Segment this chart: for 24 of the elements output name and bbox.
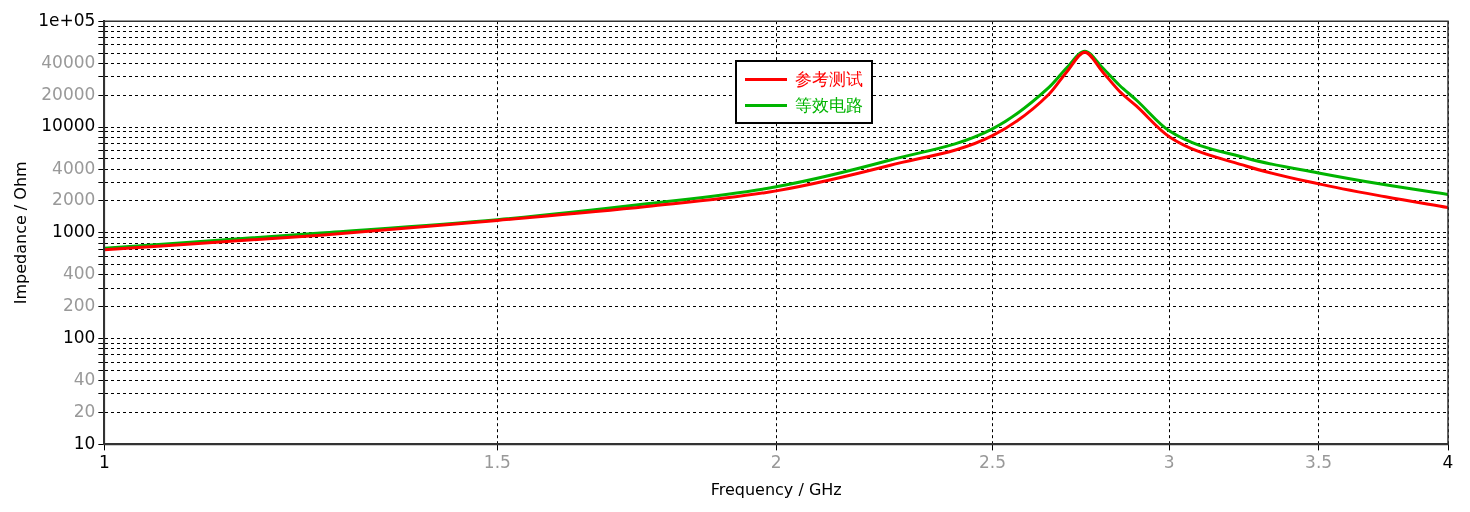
y-tick-label: 100	[62, 327, 96, 348]
y-axis-title: Impedance / Ohm	[10, 161, 30, 305]
y-tick-label: 1e+05	[38, 9, 96, 30]
y-tick-label: 40000	[41, 51, 96, 72]
x-tick-label: 1.5	[483, 452, 511, 473]
y-tick-label: 10000	[41, 115, 96, 136]
legend-label: 参考测试	[795, 68, 863, 91]
x-tick-label: 2.5	[978, 452, 1006, 473]
y-tick-label: 400	[62, 263, 96, 284]
legend-label: 等效电路	[795, 94, 863, 117]
y-tick-label: 20000	[41, 83, 96, 104]
x-tick-label: 3.5	[1305, 452, 1333, 473]
x-tick-label: 3	[1163, 452, 1175, 473]
y-tick-label: 200	[62, 295, 96, 316]
x-tick-label: 1	[98, 452, 110, 473]
x-tick-label: 4	[1442, 452, 1454, 473]
x-tick-label: 2	[770, 452, 782, 473]
y-tick-label: 1000	[52, 221, 96, 242]
y-tick-label: 10	[73, 432, 96, 453]
y-tick-label: 4000	[52, 157, 96, 178]
y-tick-label: 2000	[52, 189, 96, 210]
y-tick-label: 40	[73, 369, 96, 390]
x-axis-title: Frequency / GHz	[710, 479, 842, 499]
y-tick-label: 20	[73, 400, 96, 421]
